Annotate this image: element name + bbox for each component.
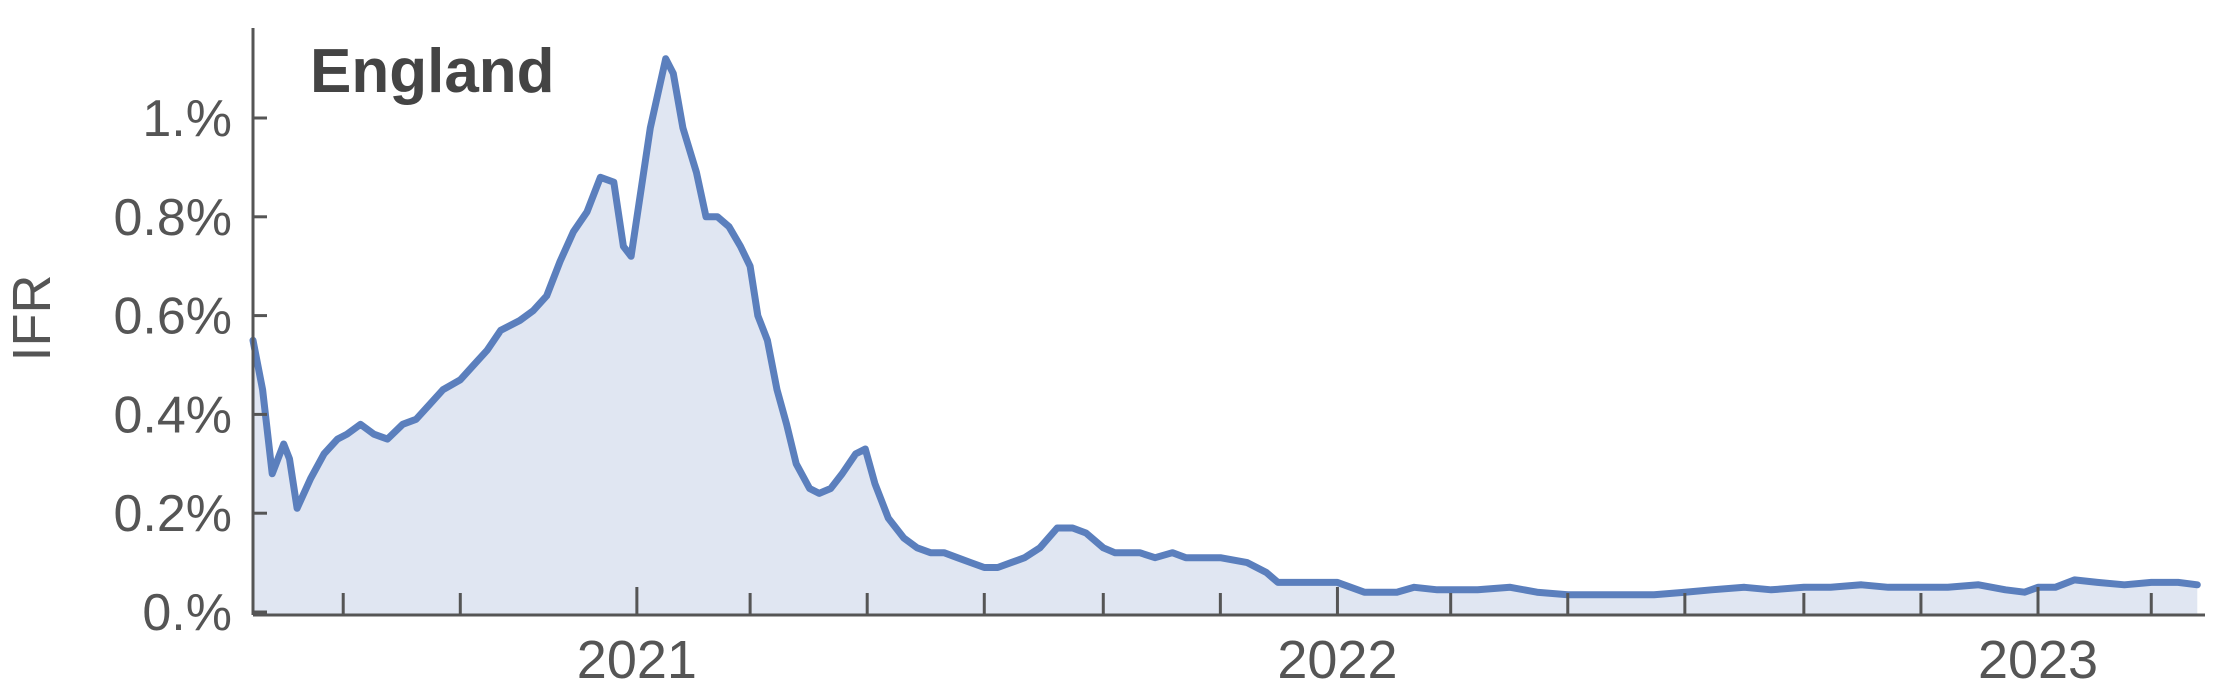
y-tick-label: 0.8%	[113, 189, 232, 247]
y-tick-label: 1.%	[142, 90, 232, 148]
y-tick-label: 0.4%	[113, 386, 232, 444]
series-0-area	[253, 58, 2198, 615]
plot-area	[249, 55, 2201, 615]
series-0-line	[249, 55, 2201, 599]
y-axis-label: IFR	[2, 275, 62, 362]
x-tick-label: 2022	[1277, 630, 1397, 690]
y-tick-label: 0.2%	[113, 485, 232, 543]
chart-title: England	[310, 37, 555, 106]
x-tick-label: 2021	[577, 630, 697, 690]
y-tick-label: 0.%	[142, 584, 232, 642]
x-tick-label: 2023	[1978, 630, 2098, 690]
axes: 0.% 0.2% 0.4% 0.6% 0.8% 1.% 2021 2022 2023	[113, 28, 2205, 690]
y-tick-label: 0.6%	[113, 288, 232, 346]
